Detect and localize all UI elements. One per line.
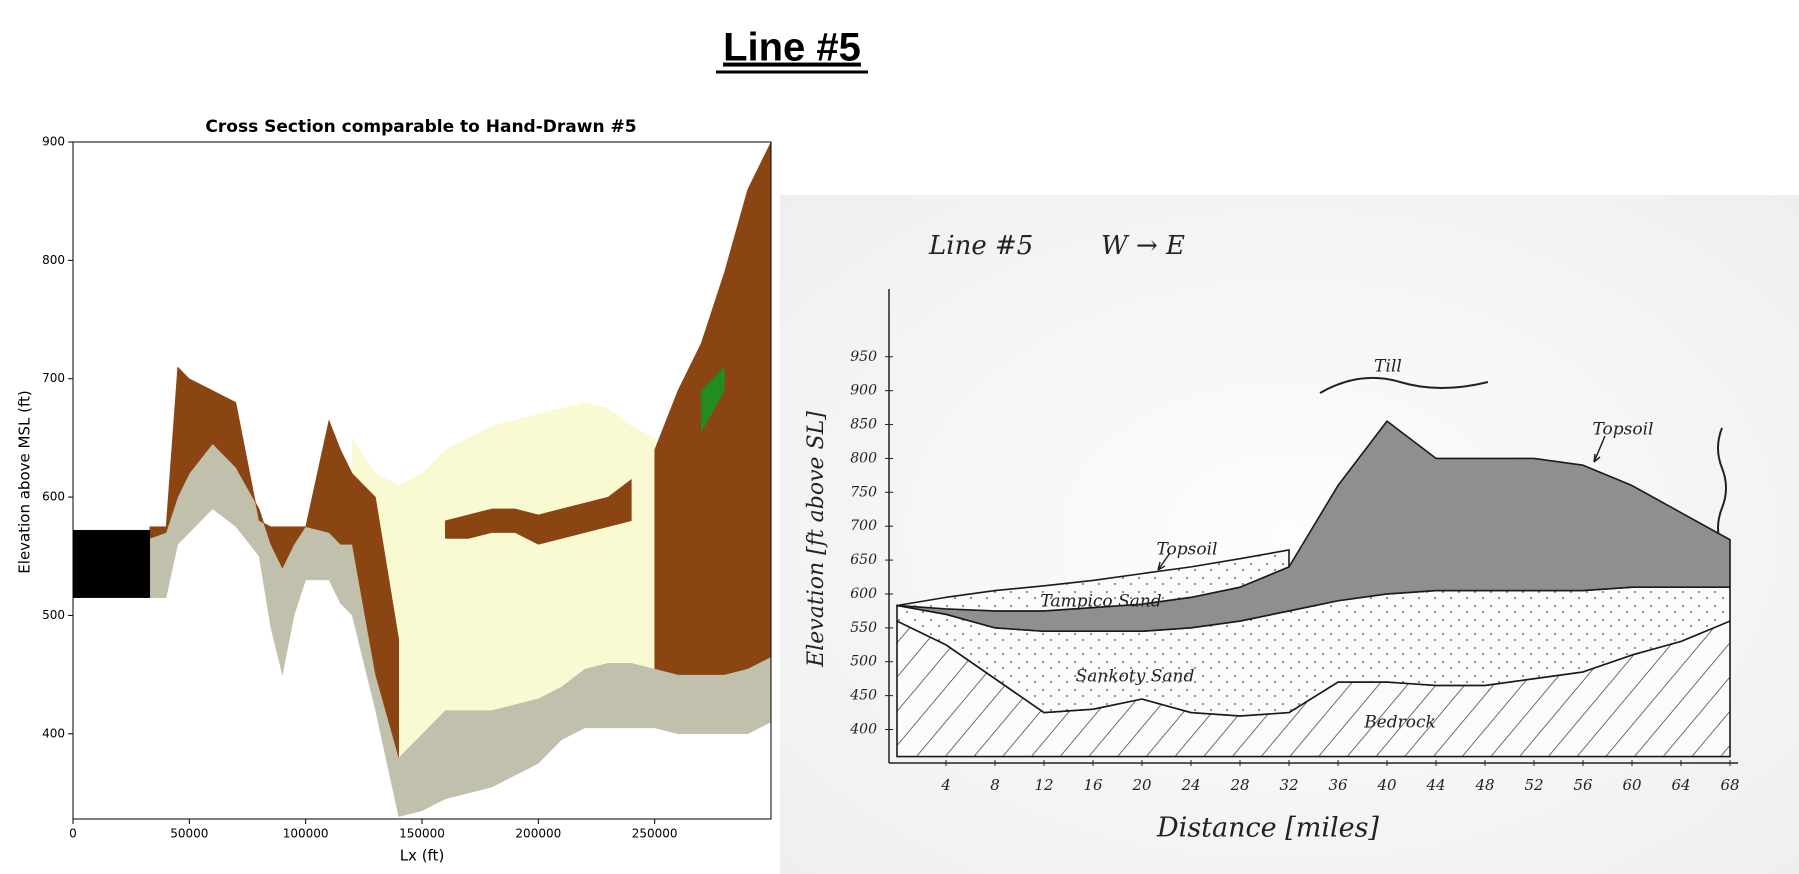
layer <box>896 549 1290 612</box>
x-tick-label: 24 <box>1180 776 1200 794</box>
x-tick-label: 28 <box>1229 776 1249 794</box>
annotation: Till <box>1374 357 1402 377</box>
x-tick-label: 44 <box>1425 776 1445 794</box>
x-tick-label: 64 <box>1671 776 1690 794</box>
x-tick-label: 32 <box>1279 776 1298 794</box>
x-tick-label: 150000 <box>399 827 445 841</box>
y-tick-label: 900 <box>850 383 877 399</box>
x-tick-label: 40 <box>1376 776 1397 794</box>
hand-drawn-section: Line #5 W → E Distance [miles] Elevation… <box>804 231 1740 844</box>
layer <box>445 478 632 545</box>
x-tick-label: 200000 <box>515 827 561 841</box>
y-tick-label: 600 <box>42 490 65 504</box>
y-tick-label: 850 <box>850 417 877 433</box>
cross-section-chart: Cross Section comparable to Hand-Drawn #… <box>16 117 772 865</box>
x-tick-label: 12 <box>1034 776 1053 794</box>
y-axis-label: Elevation above MSL (ft) <box>16 390 34 573</box>
slide-title: Line #5 <box>723 26 861 70</box>
y-tick-label: 800 <box>850 450 877 466</box>
topsoil-arrow <box>1157 552 1171 571</box>
annotation: Tampico Sand <box>1040 592 1161 612</box>
sketch-title: Line #5 <box>928 231 1033 261</box>
y-tick-label: 950 <box>850 349 877 365</box>
layer <box>149 366 399 758</box>
x-tick-label: 52 <box>1524 776 1543 794</box>
y-tick-label: 750 <box>850 484 877 500</box>
x-tick-label: 36 <box>1328 776 1348 794</box>
topsoil-arrow <box>1593 435 1606 463</box>
y-tick-label: 800 <box>42 253 65 267</box>
annotation: Bedrock <box>1363 713 1436 733</box>
chart-title: Cross Section comparable to Hand-Drawn #… <box>205 117 636 137</box>
x-axis-label: Distance [miles] <box>1156 813 1379 844</box>
x-tick-label: 100000 <box>283 827 329 841</box>
x-tick-label: 16 <box>1083 776 1103 794</box>
x-tick-label: 50000 <box>170 827 208 841</box>
annotation: Sankoty Sand <box>1076 667 1195 687</box>
x-tick-label: 4 <box>940 776 951 794</box>
y-tick-label: 450 <box>849 688 877 704</box>
layer <box>700 366 725 433</box>
x-tick-label: 0 <box>69 827 77 841</box>
x-tick-label: 56 <box>1573 776 1593 794</box>
x-tick-label: 8 <box>990 776 1000 794</box>
x-tick-label: 68 <box>1720 776 1739 794</box>
till-brace <box>1319 376 1489 394</box>
sketch-subtitle: W → E <box>1101 231 1185 261</box>
plot-area <box>73 142 771 817</box>
y-tick-label: 400 <box>849 722 877 738</box>
y-tick-label: 650 <box>850 552 877 568</box>
x-tick-label: 250000 <box>632 827 678 841</box>
y-tick-label: 500 <box>850 654 877 670</box>
y-tick-label: 500 <box>42 608 65 622</box>
y-tick-label: 700 <box>850 518 877 534</box>
x-axis-label: Lx (ft) <box>400 847 445 865</box>
y-tick-label: 550 <box>850 620 877 636</box>
y-tick-label: 400 <box>42 726 65 740</box>
x-tick-label: 48 <box>1474 776 1494 794</box>
annotation: Topsoil <box>1157 540 1218 560</box>
y-axis-label: Elevation [ft above SL] <box>804 411 829 668</box>
annotation: Topsoil <box>1593 420 1654 440</box>
y-tick-label: 700 <box>42 371 65 385</box>
y-tick-label: 900 <box>42 135 65 149</box>
layer <box>73 529 151 598</box>
y-tick-label: 600 <box>850 586 877 602</box>
x-tick-label: 60 <box>1622 776 1642 794</box>
x-tick-label: 20 <box>1131 776 1152 794</box>
